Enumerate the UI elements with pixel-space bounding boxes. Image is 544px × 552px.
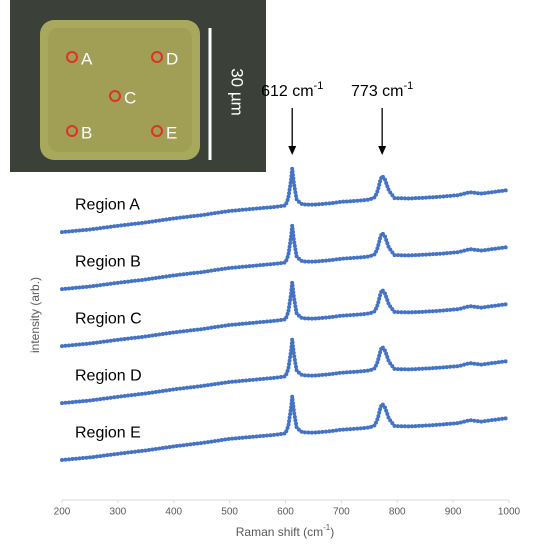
x-tick-label: 600 (277, 507, 294, 518)
series-label: Region D (75, 367, 142, 384)
inset-image: 30 µm (10, 0, 266, 172)
sample-texture (48, 28, 192, 152)
series-label: Region C (75, 310, 142, 327)
x-tick-label: 700 (333, 507, 350, 518)
inset-point-label: E (166, 123, 177, 142)
inset-point-label: B (81, 123, 92, 142)
annotation-text: 773 cm (351, 83, 403, 100)
annotation-text: 612 cm (261, 83, 313, 100)
spectrum (60, 168, 511, 235)
x-tick-label: 900 (445, 507, 462, 518)
inset-point-label: A (81, 49, 93, 68)
inset-marker (66, 125, 78, 137)
annotation-sup: -1 (404, 80, 414, 92)
spectrum (60, 396, 511, 462)
x-axis-label-text: Raman shift (cm (236, 525, 323, 539)
series-label: Region E (75, 424, 141, 441)
annotation-arrowhead (378, 146, 387, 155)
x-axis-label: Raman shift (cm-1) (236, 523, 334, 539)
spectrum (60, 225, 511, 292)
inset-marker (109, 90, 121, 102)
annotation: 612 cm-1 (261, 80, 323, 100)
x-axis-label-end: ) (330, 525, 334, 539)
series-label: Region A (75, 196, 140, 213)
x-tick-label: 200 (54, 507, 71, 518)
x-tick-label: 800 (389, 507, 406, 518)
inset-marker (151, 51, 163, 63)
y-axis-label: intensity (arb.) (28, 277, 42, 353)
inset-point-label: D (166, 49, 178, 68)
inset-marker (66, 51, 78, 63)
inset-point-label: C (124, 88, 136, 107)
x-tick-label: 400 (165, 507, 182, 518)
annotation-sup: -1 (314, 80, 324, 92)
spectrum (60, 282, 511, 349)
x-axis-label-sup: -1 (323, 523, 331, 532)
x-tick-label: 1000 (498, 507, 521, 518)
scale-label: 30 µm (228, 68, 247, 116)
annotation-arrowhead (288, 146, 297, 155)
annotation: 773 cm-1 (351, 80, 413, 100)
spectrum (60, 339, 511, 406)
inset-marker (151, 125, 163, 137)
x-tick-label: 500 (221, 507, 238, 518)
x-tick-label: 300 (110, 507, 127, 518)
series-label: Region B (75, 253, 141, 270)
